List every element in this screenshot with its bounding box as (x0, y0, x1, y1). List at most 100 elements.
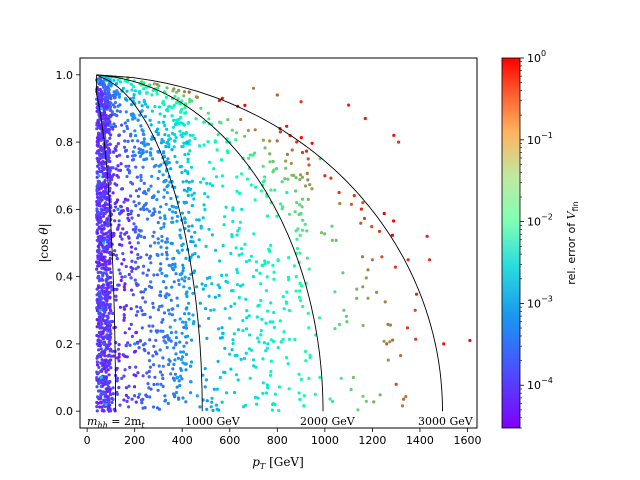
data-point (255, 315, 259, 319)
data-point (217, 293, 221, 298)
data-point (120, 376, 124, 380)
data-point (102, 241, 106, 245)
data-point (334, 238, 338, 242)
data-point (99, 236, 103, 240)
x-axis-label: pT [GeV] (252, 455, 304, 471)
data-point (297, 295, 302, 299)
data-point (182, 325, 186, 329)
data-point (152, 273, 156, 277)
data-point (177, 396, 181, 400)
data-point (173, 133, 177, 137)
data-point (97, 203, 101, 207)
data-point (241, 283, 245, 287)
data-point (108, 245, 112, 249)
data-point (108, 392, 113, 396)
data-point (169, 298, 173, 302)
data-point (190, 224, 194, 228)
data-point (185, 306, 189, 310)
mhh-curve-1 (96, 74, 203, 412)
data-point (149, 184, 153, 188)
data-point (179, 350, 183, 354)
x-axis-ticks: 0 200 400 600 800 1000 1200 1400 1600 (84, 428, 481, 447)
data-point (100, 224, 104, 228)
data-point (303, 184, 308, 188)
data-point (214, 248, 218, 252)
data-point (352, 194, 356, 198)
data-point (242, 356, 246, 361)
data-point (115, 376, 120, 380)
data-point (245, 309, 249, 313)
data-point (254, 260, 258, 264)
data-point (115, 109, 119, 113)
data-point (97, 352, 101, 356)
data-point (113, 105, 117, 109)
data-point (95, 123, 99, 127)
data-point (195, 394, 199, 398)
data-point (139, 234, 143, 238)
data-point (341, 271, 345, 275)
data-point (118, 305, 122, 309)
data-point (208, 275, 212, 279)
data-point (108, 308, 112, 312)
data-point (117, 355, 121, 359)
data-point (133, 394, 137, 398)
data-point (201, 177, 205, 181)
data-point (141, 165, 145, 169)
data-point (280, 180, 284, 184)
data-point (269, 338, 273, 342)
data-point (218, 259, 222, 263)
data-point (100, 149, 104, 153)
data-point (181, 269, 185, 273)
data-point (145, 273, 149, 277)
data-point (108, 347, 112, 351)
data-point (101, 113, 105, 117)
data-point (390, 233, 394, 237)
data-point (178, 228, 182, 232)
data-point (100, 271, 104, 275)
data-point (95, 192, 99, 196)
data-point (172, 378, 176, 382)
data-point (427, 258, 432, 262)
data-point (173, 139, 177, 143)
data-point (168, 137, 172, 141)
data-point (161, 99, 165, 104)
data-point (102, 318, 106, 323)
data-point (364, 399, 368, 403)
data-point (212, 167, 216, 171)
data-point (168, 359, 172, 363)
data-point (145, 253, 149, 257)
data-point (106, 316, 110, 320)
data-point (123, 368, 127, 372)
data-point (154, 329, 158, 333)
data-point (98, 405, 102, 409)
data-point (162, 222, 166, 226)
data-point (243, 103, 247, 107)
data-point (235, 189, 239, 193)
data-point (98, 319, 102, 323)
data-point (108, 168, 112, 172)
data-point (231, 341, 235, 346)
data-point (109, 178, 114, 182)
data-point (261, 263, 265, 267)
data-point (122, 200, 126, 204)
data-point (170, 285, 174, 289)
data-point (115, 114, 119, 118)
data-point (172, 280, 176, 284)
data-point (109, 366, 113, 370)
data-point (271, 159, 275, 164)
data-point (385, 342, 389, 346)
data-point (285, 124, 289, 128)
data-point (165, 253, 169, 257)
data-point (123, 139, 127, 143)
data-point (294, 289, 298, 293)
data-point (181, 180, 185, 184)
data-point (106, 156, 110, 160)
data-point (370, 225, 374, 229)
data-point (201, 287, 205, 291)
data-point (97, 121, 101, 125)
data-point (235, 233, 239, 237)
data-point (133, 230, 137, 234)
data-point (97, 174, 101, 178)
data-point (200, 282, 204, 286)
data-point (101, 330, 105, 334)
